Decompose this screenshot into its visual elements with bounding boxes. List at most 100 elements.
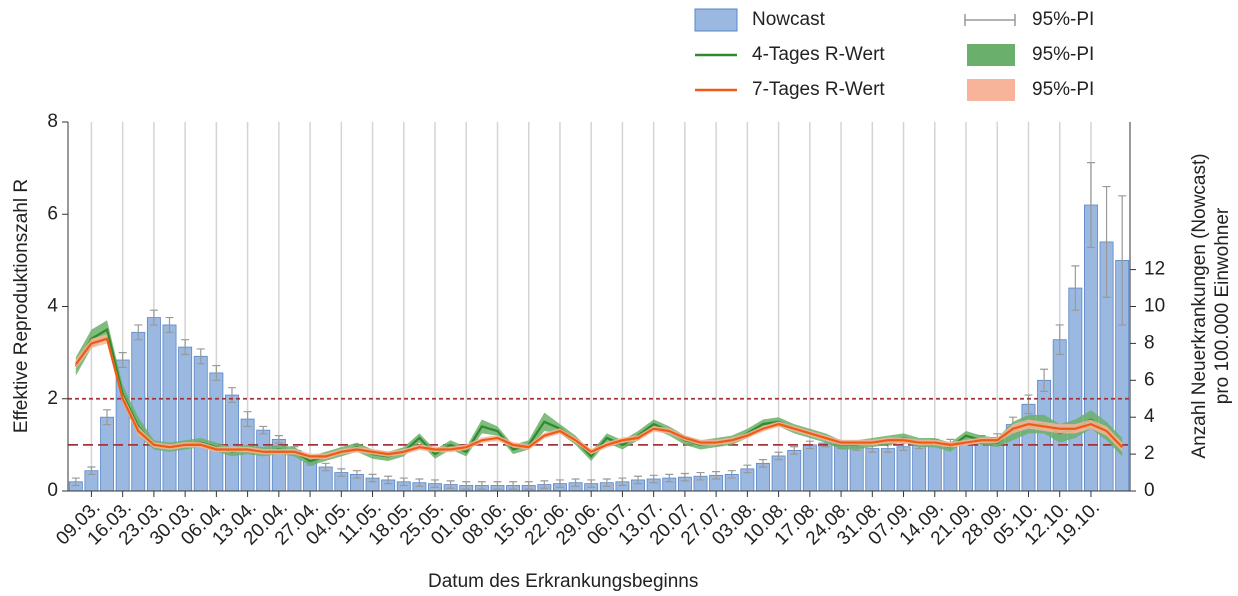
bar	[818, 442, 833, 492]
error-bar	[368, 473, 377, 483]
error-bar	[1102, 185, 1111, 298]
bar	[178, 346, 193, 492]
error-bar	[399, 477, 408, 487]
error-bar	[509, 481, 518, 490]
bar	[303, 461, 318, 492]
bar	[209, 372, 224, 492]
error-bar	[118, 352, 127, 368]
bar	[240, 418, 255, 492]
y-tick-label: 2	[47, 388, 58, 409]
error-bar	[149, 309, 158, 326]
y2-tick-label: 0	[1144, 480, 1155, 501]
y2-tick-label: 2	[1144, 443, 1155, 464]
y2-tick-label: 10	[1144, 296, 1165, 317]
y2-axis-title: pro 100.000 Einwohner	[1212, 207, 1233, 404]
error-bar	[321, 462, 330, 472]
error-bar	[196, 348, 205, 365]
line	[74, 337, 1123, 458]
error-bar	[665, 473, 674, 483]
legend-swatch	[967, 44, 1015, 66]
error-bar	[571, 478, 580, 487]
error-bar	[649, 474, 658, 484]
y-tick-label: 4	[47, 296, 58, 317]
error-bar	[274, 435, 283, 444]
bar	[865, 448, 880, 492]
legend-swatch	[964, 14, 1016, 26]
legend-label: 7-Tages R-Wert	[752, 79, 885, 100]
legend-label: Nowcast	[752, 9, 826, 30]
bar	[896, 446, 911, 492]
error-bar	[259, 425, 268, 435]
error-bar	[727, 470, 736, 479]
legend-swatch	[967, 79, 1015, 101]
bar	[162, 324, 177, 492]
error-bar	[555, 479, 564, 488]
error-bar	[1086, 161, 1095, 249]
error-bar	[415, 478, 424, 487]
error-bar	[618, 477, 627, 487]
y2-tick-label: 12	[1144, 259, 1165, 280]
legend-label: 95%-PI	[1032, 79, 1094, 100]
error-bar	[774, 451, 783, 461]
bar	[100, 416, 115, 492]
y-tick-label: 0	[47, 480, 58, 501]
bar	[771, 455, 786, 492]
error-bar	[696, 471, 705, 481]
error-bar	[165, 316, 174, 333]
x-axis-title: Datum des Erkrankungsbeginns	[428, 571, 698, 592]
y2-tick-label: 4	[1144, 406, 1155, 427]
bar	[193, 355, 208, 492]
bar	[912, 444, 927, 492]
bar	[787, 450, 802, 492]
error-bar	[743, 464, 752, 474]
y2-tick-label: 8	[1144, 332, 1155, 353]
error-bar	[680, 472, 689, 482]
bar	[849, 446, 864, 492]
bar	[802, 444, 817, 492]
y-tick-label: 6	[47, 203, 58, 224]
error-bar	[212, 364, 221, 381]
error-bar	[103, 409, 112, 426]
bar	[256, 429, 271, 492]
error-bar	[587, 479, 596, 488]
error-bar	[71, 477, 80, 487]
legend-label: 95%-PI	[1032, 9, 1094, 30]
bar	[834, 444, 849, 492]
y-tick-label: 8	[47, 111, 58, 132]
bar	[959, 440, 973, 492]
error-bar	[634, 475, 643, 485]
bar	[927, 442, 942, 492]
error-bar	[337, 468, 346, 477]
bar	[1052, 339, 1067, 492]
error-bar	[1040, 368, 1049, 392]
error-bar	[758, 459, 767, 468]
legend-swatch	[694, 8, 738, 32]
legend-label: 95%-PI	[1032, 44, 1094, 65]
error-bar	[477, 481, 486, 490]
error-bar	[1055, 324, 1064, 356]
error-bar	[540, 480, 549, 489]
bar	[880, 448, 895, 492]
bar	[146, 317, 161, 492]
error-bar	[1118, 195, 1127, 326]
y-axis-title: Effektive Reproduktionszahl R	[11, 179, 32, 433]
error-bar	[181, 339, 190, 356]
bar	[225, 394, 239, 492]
error-bar	[446, 480, 455, 489]
error-bar	[524, 481, 533, 490]
error-bar	[243, 411, 252, 428]
error-bar	[134, 324, 143, 341]
y2-axis-title: Anzahl Neuerkrankungen (Nowcast)	[1189, 153, 1210, 458]
error-bar	[493, 481, 502, 490]
error-bar	[790, 446, 799, 455]
error-bar	[712, 471, 721, 480]
error-bar	[352, 470, 361, 479]
bar	[1068, 287, 1083, 492]
error-bar	[431, 479, 440, 488]
y2-tick-label: 6	[1144, 369, 1155, 390]
error-bar	[1071, 265, 1080, 311]
bar	[974, 438, 989, 492]
error-bar	[227, 387, 236, 404]
